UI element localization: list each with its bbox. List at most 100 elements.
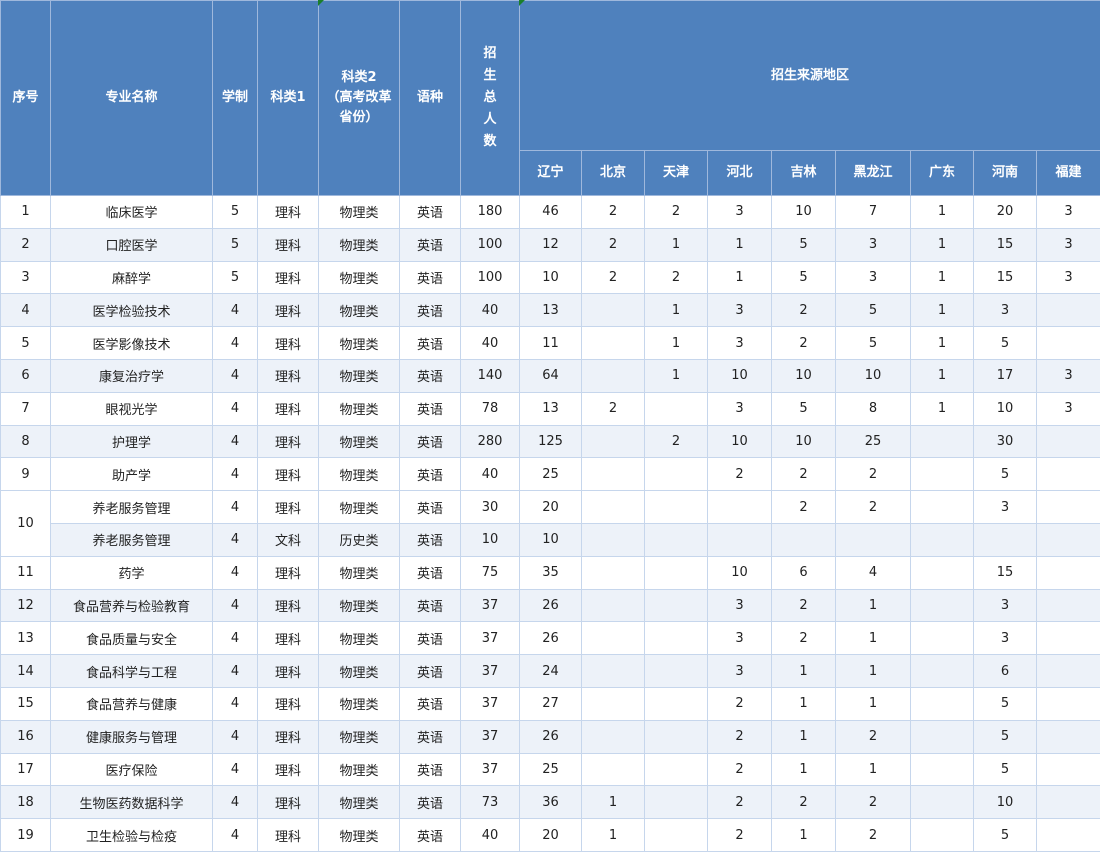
region-count-cell[interactable] bbox=[911, 458, 974, 491]
category1-cell[interactable]: 理科 bbox=[258, 556, 319, 589]
category2-cell[interactable]: 物理类 bbox=[319, 786, 400, 819]
region-count-cell[interactable]: 10 bbox=[974, 392, 1037, 425]
region-count-cell[interactable] bbox=[1037, 622, 1100, 655]
total-cell[interactable]: 73 bbox=[461, 786, 520, 819]
total-cell[interactable]: 78 bbox=[461, 392, 520, 425]
region-count-cell[interactable]: 15 bbox=[974, 261, 1037, 294]
duration-cell[interactable]: 4 bbox=[213, 359, 258, 392]
region-count-cell[interactable]: 10 bbox=[836, 359, 911, 392]
region-count-cell[interactable]: 1 bbox=[836, 622, 911, 655]
region-count-cell[interactable]: 5 bbox=[974, 327, 1037, 360]
region-count-cell[interactable] bbox=[645, 720, 708, 753]
total-cell[interactable]: 30 bbox=[461, 491, 520, 524]
region-count-cell[interactable] bbox=[645, 491, 708, 524]
region-count-cell[interactable]: 10 bbox=[772, 359, 836, 392]
region-count-cell[interactable]: 5 bbox=[772, 228, 836, 261]
language-cell[interactable]: 英语 bbox=[400, 294, 461, 327]
region-count-cell[interactable] bbox=[1037, 425, 1100, 458]
category2-cell[interactable]: 物理类 bbox=[319, 819, 400, 852]
language-cell[interactable]: 英语 bbox=[400, 655, 461, 688]
major-cell[interactable]: 食品营养与健康 bbox=[51, 687, 213, 720]
region-count-cell[interactable] bbox=[582, 622, 645, 655]
index-cell[interactable]: 9 bbox=[1, 458, 51, 491]
major-cell[interactable]: 药学 bbox=[51, 556, 213, 589]
region-count-cell[interactable]: 1 bbox=[911, 392, 974, 425]
region-count-cell[interactable] bbox=[1037, 523, 1100, 556]
region-count-cell[interactable]: 13 bbox=[520, 294, 582, 327]
total-cell[interactable]: 37 bbox=[461, 720, 520, 753]
region-count-cell[interactable]: 1 bbox=[772, 720, 836, 753]
region-count-cell[interactable] bbox=[645, 589, 708, 622]
category1-cell[interactable]: 理科 bbox=[258, 819, 319, 852]
region-count-cell[interactable]: 26 bbox=[520, 622, 582, 655]
region-count-cell[interactable]: 2 bbox=[772, 294, 836, 327]
region-count-cell[interactable]: 1 bbox=[708, 228, 772, 261]
duration-cell[interactable]: 5 bbox=[213, 261, 258, 294]
region-count-cell[interactable] bbox=[911, 687, 974, 720]
category1-cell[interactable]: 理科 bbox=[258, 687, 319, 720]
region-count-cell[interactable]: 3 bbox=[708, 589, 772, 622]
region-count-cell[interactable]: 35 bbox=[520, 556, 582, 589]
region-count-cell[interactable]: 3 bbox=[708, 327, 772, 360]
region-count-cell[interactable]: 2 bbox=[772, 491, 836, 524]
total-cell[interactable]: 37 bbox=[461, 687, 520, 720]
language-cell[interactable]: 英语 bbox=[400, 687, 461, 720]
region-count-cell[interactable]: 10 bbox=[520, 523, 582, 556]
region-count-cell[interactable]: 3 bbox=[1037, 261, 1100, 294]
header-region[interactable]: 河南 bbox=[974, 151, 1037, 196]
region-count-cell[interactable]: 2 bbox=[708, 687, 772, 720]
total-cell[interactable]: 40 bbox=[461, 458, 520, 491]
major-cell[interactable]: 生物医药数据科学 bbox=[51, 786, 213, 819]
region-count-cell[interactable]: 1 bbox=[645, 327, 708, 360]
region-count-cell[interactable]: 64 bbox=[520, 359, 582, 392]
region-count-cell[interactable] bbox=[582, 589, 645, 622]
region-count-cell[interactable] bbox=[582, 556, 645, 589]
category1-cell[interactable]: 理科 bbox=[258, 786, 319, 819]
region-count-cell[interactable]: 2 bbox=[772, 622, 836, 655]
region-count-cell[interactable] bbox=[1037, 819, 1100, 852]
region-count-cell[interactable]: 26 bbox=[520, 589, 582, 622]
region-count-cell[interactable]: 2 bbox=[645, 425, 708, 458]
header-major[interactable]: 专业名称 bbox=[51, 1, 213, 196]
region-count-cell[interactable]: 3 bbox=[1037, 359, 1100, 392]
region-count-cell[interactable]: 5 bbox=[772, 261, 836, 294]
total-cell[interactable]: 40 bbox=[461, 819, 520, 852]
region-count-cell[interactable] bbox=[1037, 458, 1100, 491]
header-regions-group[interactable]: 招生来源地区 bbox=[520, 1, 1100, 151]
index-cell[interactable]: 13 bbox=[1, 622, 51, 655]
category1-cell[interactable]: 理科 bbox=[258, 622, 319, 655]
category2-cell[interactable]: 物理类 bbox=[319, 687, 400, 720]
index-cell[interactable]: 19 bbox=[1, 819, 51, 852]
category2-cell[interactable]: 历史类 bbox=[319, 523, 400, 556]
region-count-cell[interactable] bbox=[582, 425, 645, 458]
region-count-cell[interactable]: 20 bbox=[974, 196, 1037, 229]
region-count-cell[interactable] bbox=[911, 589, 974, 622]
region-count-cell[interactable]: 10 bbox=[708, 556, 772, 589]
category2-cell[interactable]: 物理类 bbox=[319, 392, 400, 425]
duration-cell[interactable]: 4 bbox=[213, 622, 258, 655]
region-count-cell[interactable]: 2 bbox=[645, 196, 708, 229]
header-duration[interactable]: 学制 bbox=[213, 1, 258, 196]
region-count-cell[interactable]: 3 bbox=[836, 261, 911, 294]
total-cell[interactable]: 140 bbox=[461, 359, 520, 392]
region-count-cell[interactable]: 1 bbox=[772, 819, 836, 852]
duration-cell[interactable]: 4 bbox=[213, 687, 258, 720]
language-cell[interactable]: 英语 bbox=[400, 523, 461, 556]
region-count-cell[interactable]: 24 bbox=[520, 655, 582, 688]
region-count-cell[interactable]: 3 bbox=[708, 294, 772, 327]
region-count-cell[interactable]: 3 bbox=[974, 589, 1037, 622]
language-cell[interactable]: 英语 bbox=[400, 425, 461, 458]
region-count-cell[interactable]: 3 bbox=[974, 622, 1037, 655]
major-cell[interactable]: 麻醉学 bbox=[51, 261, 213, 294]
region-count-cell[interactable]: 2 bbox=[836, 491, 911, 524]
major-cell[interactable]: 医学影像技术 bbox=[51, 327, 213, 360]
index-cell[interactable]: 5 bbox=[1, 327, 51, 360]
region-count-cell[interactable]: 2 bbox=[582, 261, 645, 294]
region-count-cell[interactable] bbox=[582, 294, 645, 327]
duration-cell[interactable]: 4 bbox=[213, 556, 258, 589]
region-count-cell[interactable] bbox=[1037, 753, 1100, 786]
region-count-cell[interactable] bbox=[645, 458, 708, 491]
region-count-cell[interactable]: 1 bbox=[836, 753, 911, 786]
region-count-cell[interactable]: 1 bbox=[582, 786, 645, 819]
region-count-cell[interactable]: 6 bbox=[772, 556, 836, 589]
